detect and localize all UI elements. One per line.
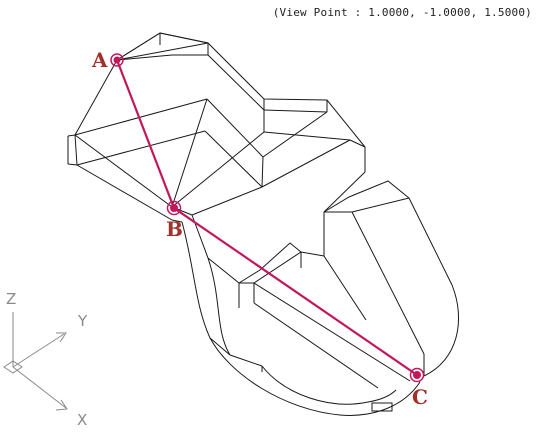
- ucs-z-label: Z: [6, 290, 16, 308]
- ucs-origin-icon: [3, 360, 23, 374]
- ucs-y-arrow-icon: [56, 332, 67, 343]
- point-c-marker[interactable]: [409, 367, 425, 383]
- ucs-x-arrow-icon: [55, 399, 68, 411]
- ucs-icon: Z Y X: [3, 290, 88, 429]
- point-b-label: B: [166, 217, 183, 241]
- point-c-label: C: [412, 385, 428, 409]
- ucs-x-axis: [12, 366, 67, 409]
- view-point-readout: (View Point : 1.0000, -1.0000, 1.5000): [272, 6, 532, 19]
- point-a-marker[interactable]: [110, 53, 124, 67]
- point-b-marker[interactable]: [166, 200, 182, 216]
- ucs-x-label: X: [77, 411, 87, 429]
- ucs-y-label: Y: [77, 312, 88, 330]
- ucs-y-axis: [12, 333, 65, 368]
- path-a-b-c[interactable]: [115, 59, 418, 376]
- point-a-label: A: [91, 48, 108, 72]
- wireframe-model[interactable]: [67, 32, 459, 416]
